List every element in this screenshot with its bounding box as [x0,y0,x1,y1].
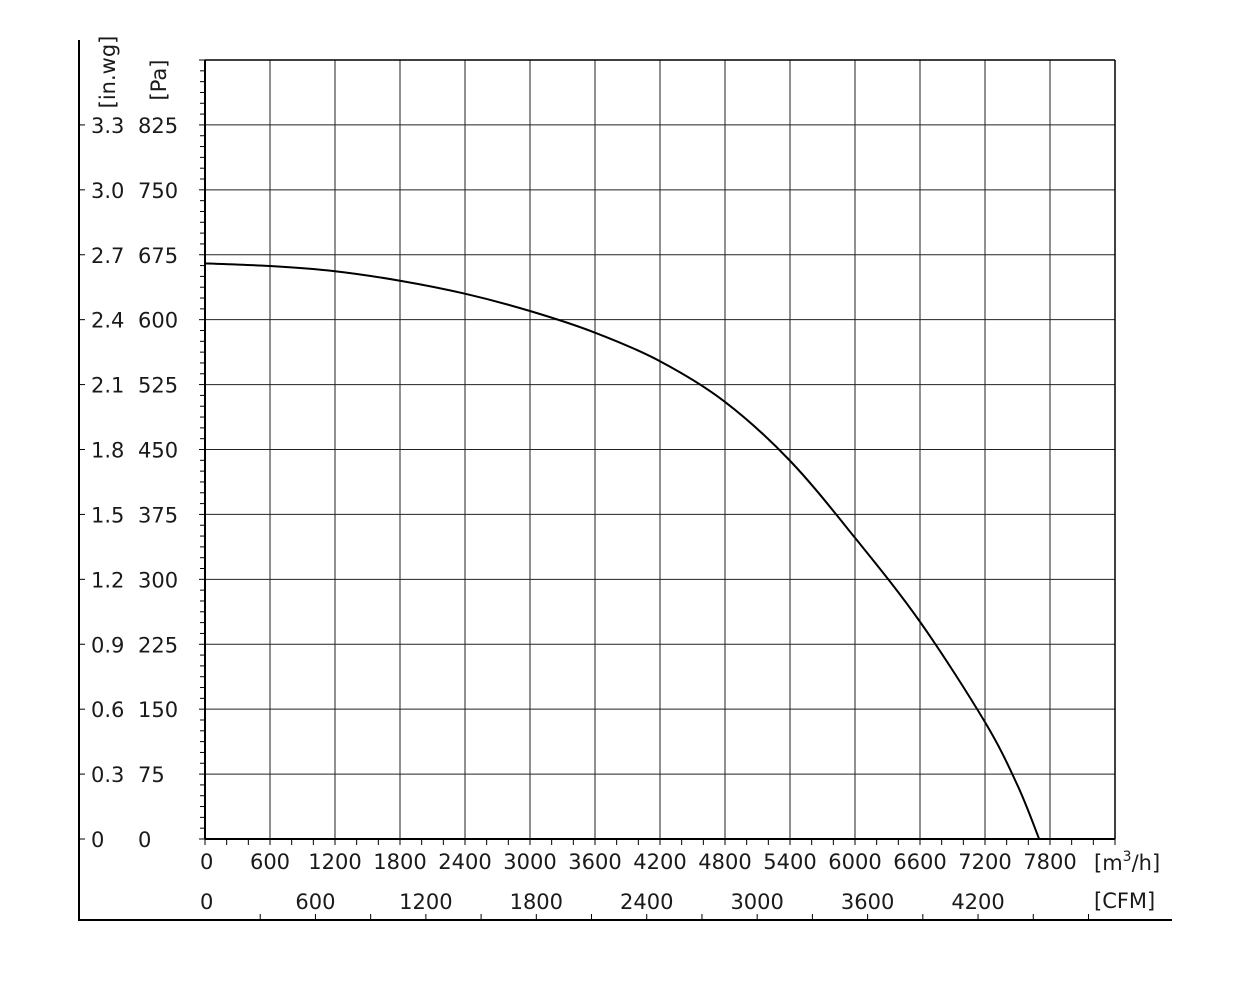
y-secondary-tick-label: 3.3 [91,114,124,138]
x-unit-label-m3h: [m3/h] [1094,849,1160,875]
x-tick-label: 0 [200,850,213,874]
y-secondary-tick-label: 0.3 [91,763,124,787]
x-unit-label-cfm: [CFM] [1094,889,1155,913]
x-secondary-tick-label: 3600 [841,890,894,914]
y-secondary-tick-label: 1.5 [91,503,124,527]
y-tick-label: 150 [138,698,178,722]
x-tick-label: 6000 [828,850,881,874]
y-tick-label: 825 [138,114,178,138]
y-tick-label: 525 [138,374,178,398]
y-secondary-tick-label: 0.6 [91,698,124,722]
y-secondary-axis-labels: 0 0.3 0.6 0.9 1.2 1.5 1.8 2.1 2.4 2.7 3.0 3.3 [91,114,124,852]
x-tick-label: 3600 [568,850,621,874]
x-secondary-tick-label: 4200 [951,890,1004,914]
x-tick-label: 600 [250,850,290,874]
y-secondary-tick-label: 2.4 [91,309,124,333]
y-tick-label: 75 [138,763,165,787]
y-tick-label: 0 [138,828,151,852]
y-tick-label: 675 [138,244,178,268]
y-unit-label-pa: [Pa] [147,60,171,101]
series-layer [204,262,1041,840]
y-tick-label: 450 [138,439,178,463]
y-secondary-tick-label: 0 [91,828,104,852]
x-tick-label: 5400 [763,850,816,874]
x-secondary-axis-labels: 0 600 1200 1800 2400 3000 3600 4200 [200,890,1005,914]
x-tick-label: 4800 [698,850,751,874]
x-secondary-tick-label: 600 [295,890,335,914]
x-tick-label: 1200 [308,850,361,874]
y-unit-label-inwg: [in.wg] [96,36,120,109]
y-secondary-tick-label: 3.0 [91,179,124,203]
x-tick-label: 3000 [503,850,556,874]
x-secondary-tick-label: 3000 [730,890,783,914]
y-tick-label: 300 [138,568,178,592]
minor-ticks [79,59,1116,920]
y-tick-label: 225 [138,633,178,657]
x-secondary-tick-label: 1200 [399,890,452,914]
x-axis-labels: 0 600 1200 1800 2400 3000 3600 4200 4800 5400 6000… [200,850,1077,874]
x-tick-label: 1800 [373,850,426,874]
x-tick-label: 7800 [1023,850,1076,874]
y-secondary-tick-label: 1.8 [91,439,124,463]
y-tick-label: 600 [138,309,178,333]
plot-border [204,59,1116,840]
performance-curve [204,262,1041,840]
chart-frame [78,40,1172,921]
x-tick-label: 7200 [958,850,1011,874]
x-tick-label: 6600 [893,850,946,874]
grid [205,60,1115,839]
y-tick-label: 750 [138,179,178,203]
y-tick-label: 375 [138,503,178,527]
x-secondary-tick-label: 2400 [620,890,673,914]
y-secondary-tick-label: 1.2 [91,568,124,592]
x-secondary-tick-label: 1800 [510,890,563,914]
y-axis-labels: 0 75 150 225 300 375 450 525 600 675 750 825 [138,114,178,852]
y-secondary-tick-label: 0.9 [91,633,124,657]
x-secondary-tick-label: 0 [200,890,213,914]
x-tick-label: 2400 [438,850,491,874]
x-tick-label: 4200 [633,850,686,874]
y-secondary-tick-label: 2.7 [91,244,124,268]
y-secondary-tick-label: 2.1 [91,374,124,398]
